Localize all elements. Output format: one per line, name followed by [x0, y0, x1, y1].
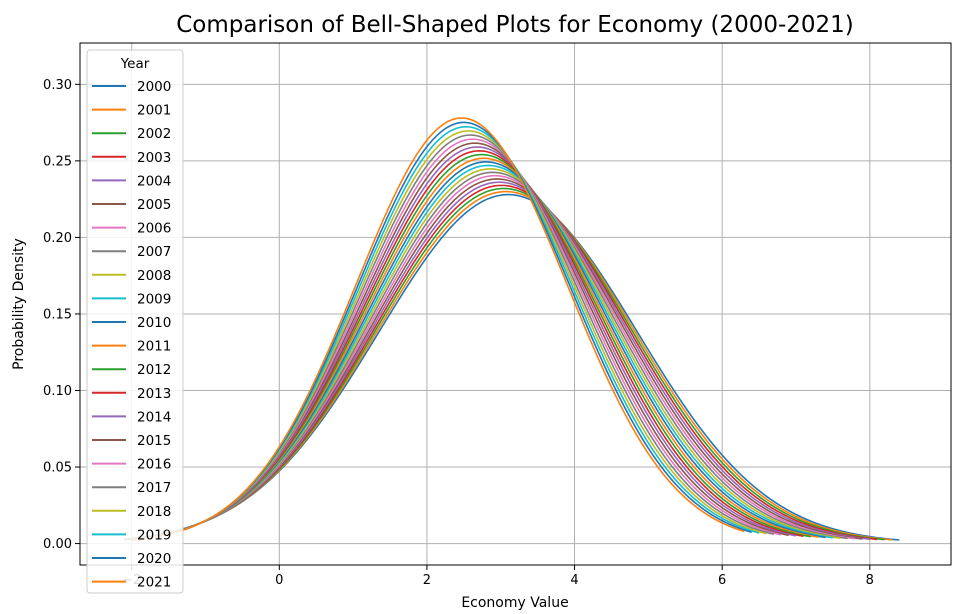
legend-label-2016: 2016 — [137, 457, 171, 473]
y-tick-label: 0.25 — [43, 154, 72, 169]
legend-label-2010: 2010 — [137, 315, 171, 331]
legend-label-2014: 2014 — [137, 409, 171, 425]
chart-title: Comparison of Bell-Shaped Plots for Econ… — [176, 12, 854, 38]
legend-label-2004: 2004 — [137, 173, 171, 189]
legend-label-2000: 2000 — [137, 79, 171, 95]
legend-label-2007: 2007 — [137, 244, 171, 260]
legend-label-2011: 2011 — [137, 339, 171, 355]
legend-label-2009: 2009 — [137, 291, 171, 307]
y-axis: 0.00 0.05 0.10 0.15 0.20 0.25 0.30 — [43, 78, 80, 552]
legend-label-2002: 2002 — [137, 126, 171, 142]
legend-label-2018: 2018 — [137, 504, 171, 520]
y-tick-label: 0.20 — [43, 231, 72, 246]
x-tick-label: 4 — [570, 573, 578, 588]
y-tick-label: 0.10 — [43, 384, 72, 399]
plot-background — [80, 43, 951, 565]
legend-label-2013: 2013 — [137, 386, 171, 402]
legend-label-2021: 2021 — [137, 575, 171, 591]
x-tick-label: 8 — [866, 573, 874, 588]
legend-title: Year — [120, 56, 150, 72]
legend-label-2003: 2003 — [137, 150, 171, 166]
legend-label-2006: 2006 — [137, 221, 171, 237]
legend-label-2001: 2001 — [137, 103, 171, 119]
y-axis-label: Probability Density — [11, 238, 27, 370]
x-axis-label: Economy Value — [461, 595, 568, 611]
x-tick-label: 6 — [718, 573, 726, 588]
plot-area — [79, 42, 952, 566]
legend-label-2005: 2005 — [137, 197, 171, 213]
legend: Year 20002001200220032004200520062007200… — [86, 49, 184, 594]
legend-box — [86, 49, 184, 594]
y-tick-label: 0.00 — [43, 537, 72, 552]
legend-label-2012: 2012 — [137, 362, 171, 378]
series-line-2021 — [131, 117, 745, 542]
x-tick-label: 2 — [423, 573, 431, 588]
y-tick-label: 0.05 — [43, 461, 72, 476]
legend-label-2017: 2017 — [137, 480, 171, 496]
y-tick-label: 0.30 — [43, 78, 72, 93]
legend-label-2008: 2008 — [137, 268, 171, 284]
x-tick-label: 0 — [275, 573, 283, 588]
plot-frame — [79, 42, 952, 566]
series-lines — [124, 117, 900, 542]
legend-items: 2000 2001 2002 2003 2004 2005 2006 2007 2008 2009… — [92, 79, 171, 591]
y-tick-label: 0.15 — [43, 307, 72, 322]
legend-label-2020: 2020 — [137, 551, 171, 567]
grid — [80, 43, 951, 565]
legend-label-2019: 2019 — [137, 527, 171, 543]
legend-label-2015: 2015 — [137, 433, 171, 449]
